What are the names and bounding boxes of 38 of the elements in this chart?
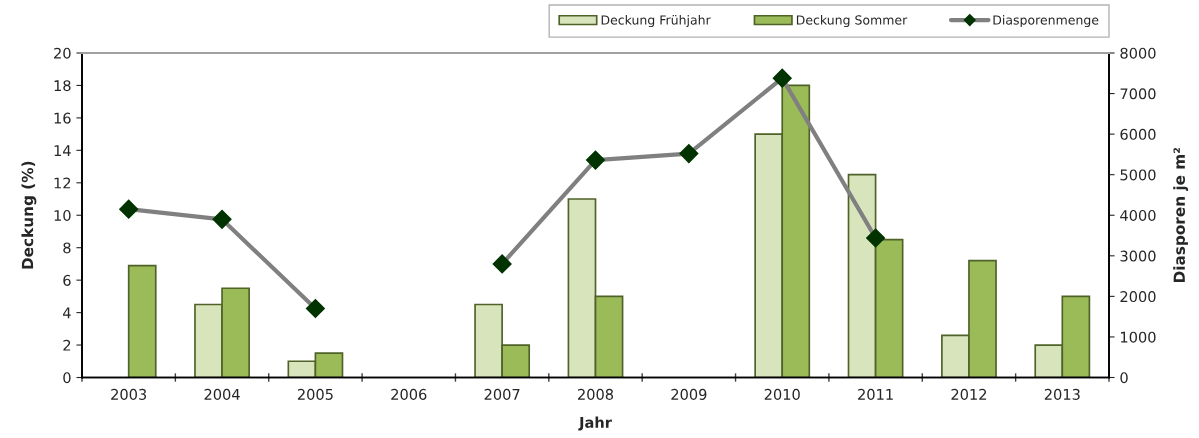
bar [127, 264, 157, 378]
y2-tick-label: 6000 [1120, 128, 1156, 140]
legend-label: Deckung Frühjahr [601, 15, 711, 28]
y-tick-label: 18 [54, 80, 71, 92]
legend-label: Diasporenmenge [993, 15, 1099, 28]
y-tick-label: 20 [54, 47, 71, 59]
y-tick-label: 12 [54, 177, 71, 189]
x-tick-label: 2007 [484, 388, 520, 400]
x-tick-label: 2008 [578, 388, 614, 400]
y2-axis-title: Diasporen je m² [1173, 147, 1189, 283]
legend-label: Deckung Sommer [796, 15, 908, 28]
y2-tick-label: 8000 [1120, 47, 1156, 59]
y2-tick-label: 4000 [1120, 209, 1156, 221]
y2-tick-label: 7000 [1120, 88, 1156, 100]
y-tick-label: 10 [54, 209, 71, 221]
x-tick-label: 2003 [111, 388, 147, 400]
y-axis-title: Deckung (%) [21, 161, 37, 269]
x-tick-label: 2009 [671, 388, 707, 400]
y-tick-label: 14 [54, 145, 71, 156]
y2-tick-label: 3000 [1120, 250, 1156, 262]
y-tick-label: 4 [63, 307, 71, 319]
x-tick-label: 2004 [204, 388, 240, 400]
y-tick-label: 16 [54, 112, 71, 124]
y2-tick-label: 1000 [1121, 331, 1156, 343]
y-tick-label: 6 [63, 274, 71, 286]
y2-tick-label: 0 [1120, 372, 1128, 384]
y-tick-label: 0 [63, 372, 71, 384]
x-tick-label: 2005 [297, 388, 333, 400]
x-axis-title: Jahr [578, 416, 612, 431]
x-tick-label: 2006 [391, 388, 427, 400]
x-tick-label: 2012 [951, 388, 987, 400]
x-tick-label: 2013 [1044, 388, 1080, 400]
y-tick-label: 2 [63, 339, 71, 351]
y-tick-label: 8 [63, 242, 71, 254]
y2-tick-label: 2000 [1120, 291, 1156, 303]
x-tick-label: 2011 [858, 388, 893, 400]
y2-tick-label: 5000 [1120, 169, 1156, 181]
x-tick-label: 2010 [764, 388, 800, 400]
